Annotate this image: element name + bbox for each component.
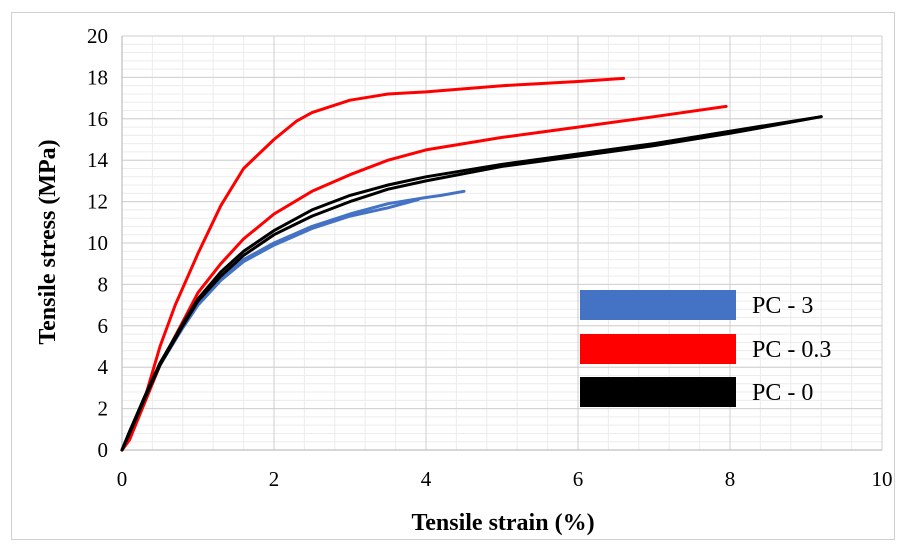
series-line-pc-3-1 <box>120 189 466 452</box>
y-tick-label: 18 <box>87 65 108 89</box>
legend-label-pc-0: PC - 0 <box>752 380 813 406</box>
series-line-pc-0-2 <box>120 115 823 452</box>
y-tick-label: 10 <box>87 231 108 255</box>
y-tick-label: 0 <box>98 438 109 462</box>
x-tick-label: 4 <box>421 467 432 491</box>
x-axis-title: Tensile strain (%) <box>411 510 594 536</box>
y-tick-label: 16 <box>87 107 108 131</box>
legend-swatch-pc-03 <box>580 334 736 364</box>
legend-swatch-pc-0 <box>580 377 736 407</box>
series-line-pc-0-3-1 <box>120 76 626 452</box>
y-tick-label: 6 <box>98 314 109 338</box>
legend: PC - 3 PC - 0.3 PC - 0 <box>580 290 831 407</box>
y-tick-label: 4 <box>98 355 109 379</box>
x-tick-label: 2 <box>269 467 280 491</box>
y-tick-label: 8 <box>98 272 109 296</box>
x-tick-label: 10 <box>872 467 893 491</box>
legend-swatch-pc-3 <box>580 290 736 320</box>
legend-label-pc-03: PC - 0.3 <box>752 337 831 363</box>
y-tick-label: 20 <box>87 24 108 48</box>
tick-labels: 0 2 4 6 8 10 0 2 4 6 8 10 12 14 16 18 20 <box>87 24 893 491</box>
series-layer <box>120 76 823 452</box>
y-tick-label: 2 <box>98 397 109 421</box>
x-tick-label: 6 <box>573 467 584 491</box>
y-axis-title: Tensile stress (MPa) <box>35 139 61 344</box>
legend-label-pc-3: PC - 3 <box>752 293 813 319</box>
axes <box>121 36 882 451</box>
y-tick-label: 14 <box>87 148 109 172</box>
y-tick-label: 12 <box>87 190 108 214</box>
x-tick-label: 0 <box>117 467 128 491</box>
x-tick-label: 8 <box>725 467 736 491</box>
